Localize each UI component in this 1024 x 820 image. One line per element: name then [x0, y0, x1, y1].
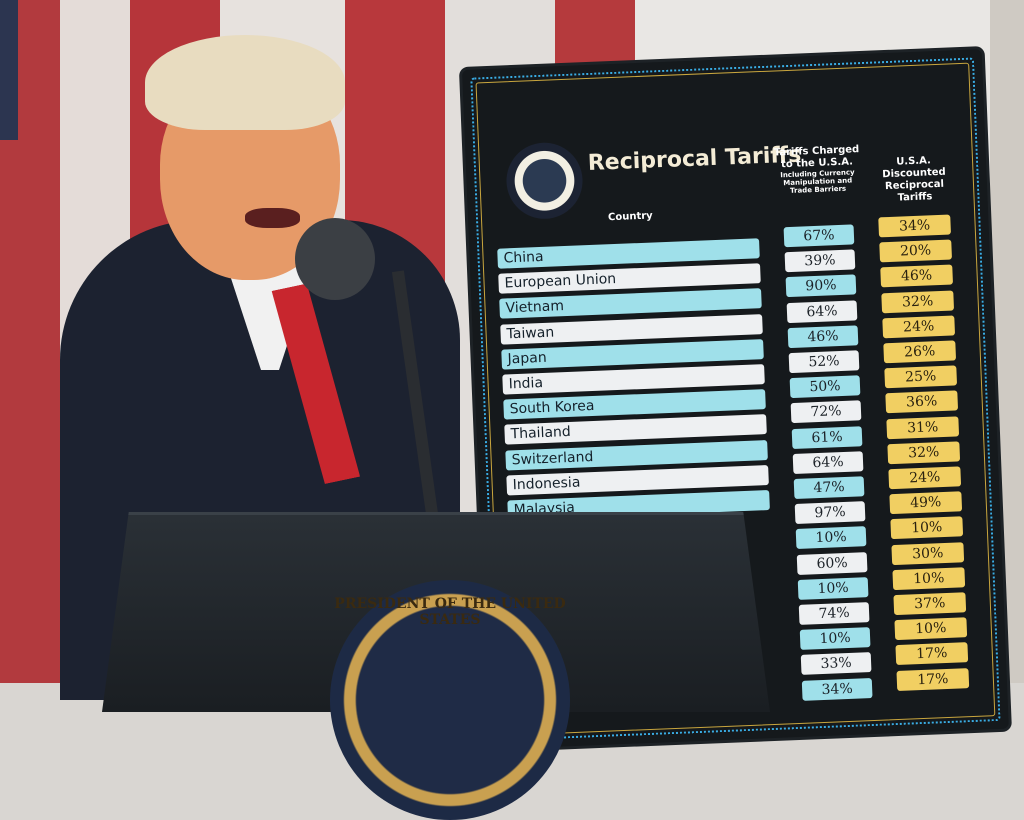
- charged-tariff-value: 10%: [795, 526, 867, 550]
- hair: [145, 35, 345, 130]
- discounted-tariff-value: 24%: [882, 315, 956, 339]
- discounted-tariff-value: 49%: [889, 491, 963, 515]
- column-header-charged: Tariffs Charged to the U.S.A. Including C…: [770, 144, 864, 196]
- charged-tariff-value: 46%: [787, 325, 859, 348]
- microphone: [295, 218, 375, 300]
- charged-tariff-value: 50%: [789, 375, 861, 399]
- charged-tariff-value: 52%: [788, 350, 860, 374]
- charged-tariff-value: 64%: [792, 451, 864, 474]
- charged-tariff-value: 90%: [785, 274, 857, 298]
- charged-tariff-value: 33%: [800, 652, 872, 676]
- column-header-discounted: U.S.A. Discounted Reciprocal Tariffs: [882, 155, 946, 204]
- discounted-tariff-value: 17%: [895, 642, 969, 666]
- charged-tariff-value: 47%: [793, 476, 865, 500]
- charged-tariff-value: 60%: [796, 551, 868, 575]
- discounted-tariff-value: 24%: [888, 466, 962, 490]
- column-header-charged-label: Tariffs Charged to the U.S.A.: [773, 144, 860, 171]
- column-header-country: Country: [607, 210, 653, 224]
- charged-tariff-value: 39%: [784, 249, 856, 273]
- discounted-tariff-value: 31%: [886, 415, 960, 439]
- charged-tariff-value: 34%: [801, 677, 873, 701]
- discounted-tariff-value: 26%: [883, 340, 957, 364]
- charged-tariff-value: 74%: [798, 602, 870, 625]
- column-header-charged-note: Including Currency Manipulation and Trad…: [780, 168, 855, 195]
- discounted-tariff-value: 10%: [890, 516, 964, 540]
- discounted-tariff-value: 25%: [884, 365, 958, 389]
- charged-tariff-value: 10%: [797, 576, 869, 600]
- podium-seal-text: PRESIDENT OF THE UNITED STATES: [334, 596, 566, 628]
- discounted-tariff-value: 10%: [894, 617, 968, 641]
- charged-tariff-value: 67%: [783, 224, 855, 248]
- discounted-tariff-value: 36%: [885, 390, 959, 414]
- discounted-tariff-value: 34%: [878, 214, 951, 238]
- flag-stripe: [0, 0, 18, 140]
- charged-tariff-value: 10%: [799, 627, 871, 651]
- discounted-tariff-value: 32%: [881, 290, 955, 313]
- discounted-tariff-value: 20%: [879, 239, 953, 263]
- discounted-tariff-value: 46%: [880, 264, 954, 288]
- discounted-tariff-value: 32%: [887, 441, 961, 465]
- discounted-tariff-value: 30%: [891, 541, 965, 565]
- charged-tariff-value: 97%: [794, 501, 866, 525]
- charged-tariff-value: 72%: [790, 400, 862, 424]
- discounted-tariff-value: 17%: [896, 667, 970, 691]
- charged-tariff-value: 64%: [786, 299, 858, 323]
- discounted-tariff-value: 10%: [892, 567, 966, 590]
- discounted-tariff-value: 37%: [893, 592, 967, 616]
- charged-tariff-value: 61%: [791, 425, 863, 449]
- mouth: [245, 208, 300, 228]
- podium-seal-icon: PRESIDENT OF THE UNITED STATES: [330, 580, 570, 820]
